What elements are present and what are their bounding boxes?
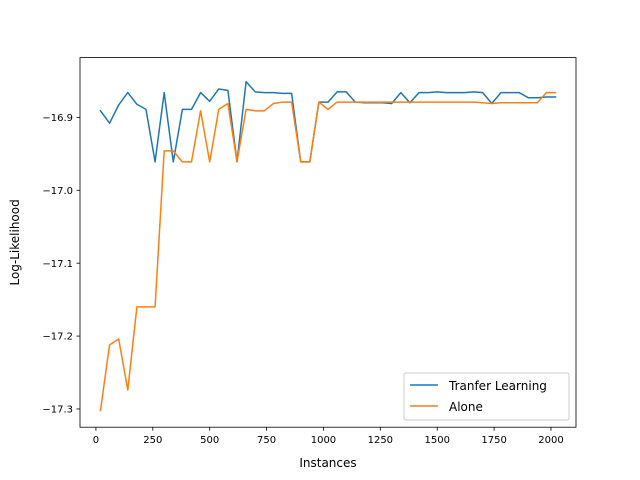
x-tick-label: 750 [257, 435, 276, 446]
y-tick-label: −17.2 [42, 332, 73, 343]
y-tick-label: −16.9 [42, 113, 73, 124]
x-axis-label: Instances [299, 456, 356, 470]
x-tick-label: 500 [200, 435, 219, 446]
x-tick-label: 1250 [368, 435, 393, 446]
series-line-tranfer-learning [99, 80, 557, 163]
x-tick-label: 1750 [481, 435, 506, 446]
x-tick-label: 250 [143, 435, 162, 446]
legend-label-alone: Alone [449, 400, 483, 414]
x-tick-label: 1000 [311, 435, 336, 446]
y-tick-label: −17.0 [42, 186, 73, 197]
x-tick-label: 2000 [538, 435, 563, 446]
y-tick-label: −17.3 [42, 405, 73, 416]
y-axis: −17.3 −17.2 −17.1 −17.0 −16.9 [42, 113, 80, 416]
series-line-alone [99, 91, 557, 412]
x-tick-label: 1500 [424, 435, 449, 446]
plot-area [99, 80, 557, 412]
x-axis: 0 250 500 750 1000 1250 1500 1750 2000 [93, 427, 564, 446]
y-axis-label: Log-Likelihood [8, 199, 22, 285]
x-tick-label: 0 [93, 435, 99, 446]
y-tick-label: −17.1 [42, 259, 73, 270]
legend-box [403, 372, 570, 421]
legend-label-transfer-learning: Tranfer Learning [448, 379, 547, 393]
axes-frame [79, 57, 577, 428]
legend: Tranfer Learning Alone [403, 372, 570, 421]
